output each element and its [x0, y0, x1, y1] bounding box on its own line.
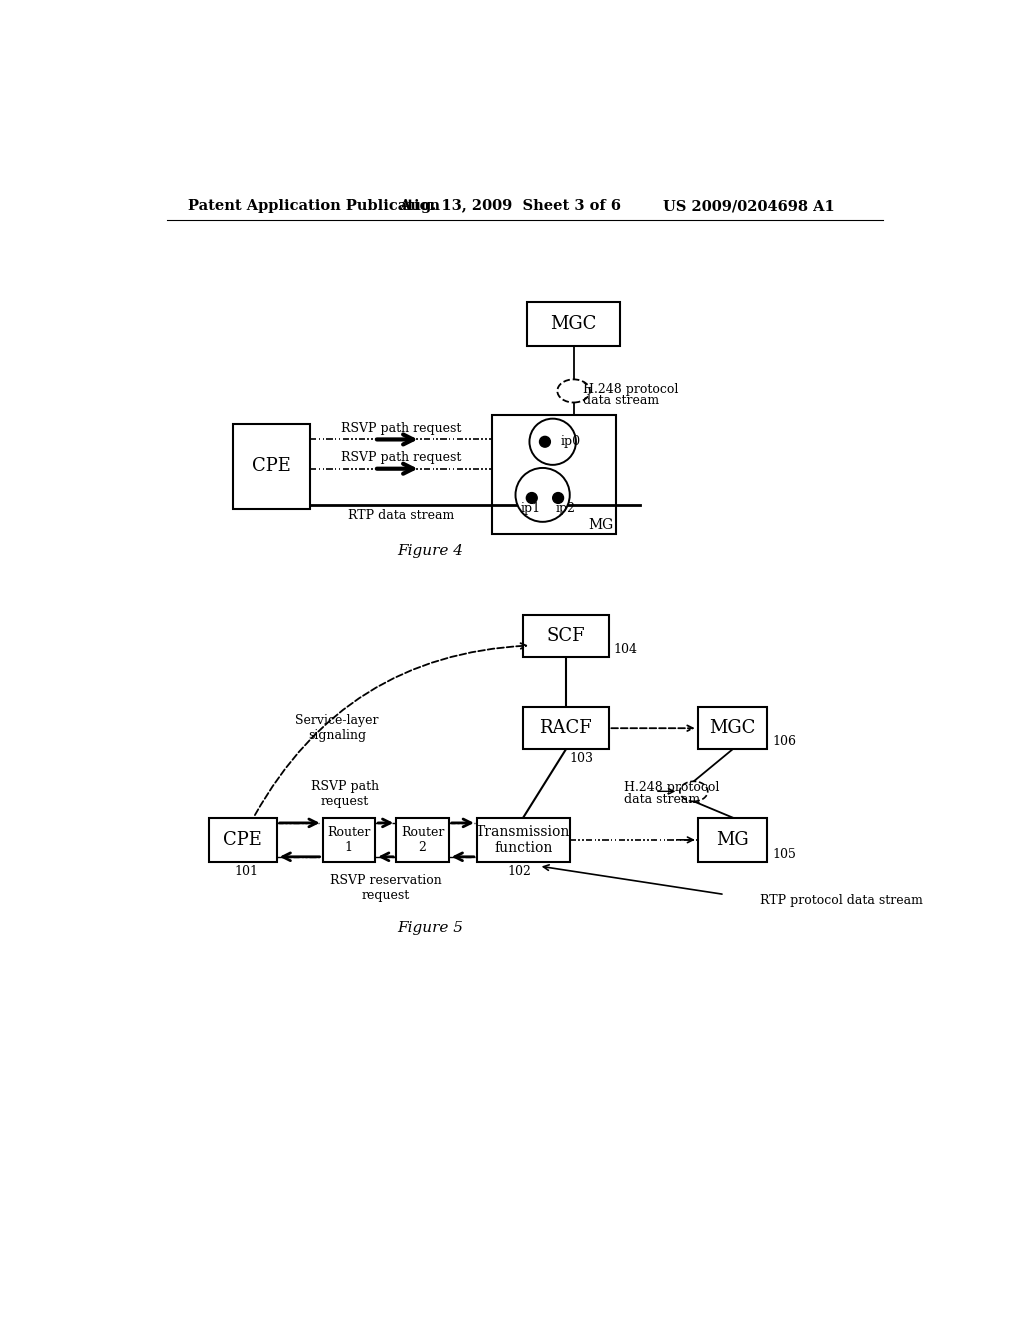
Text: RSVP reservation
request: RSVP reservation request — [330, 874, 441, 902]
Text: ip0: ip0 — [560, 436, 581, 449]
Text: data stream: data stream — [583, 395, 659, 408]
Text: MGC: MGC — [551, 315, 597, 333]
Text: Router
2: Router 2 — [400, 826, 444, 854]
Ellipse shape — [680, 781, 708, 801]
Circle shape — [526, 492, 538, 503]
Text: SCF: SCF — [547, 627, 585, 644]
Text: Figure 5: Figure 5 — [397, 921, 463, 936]
Text: Transmission
function: Transmission function — [476, 825, 570, 855]
Bar — [477, 817, 569, 862]
Bar — [697, 817, 767, 862]
Text: Figure 4: Figure 4 — [397, 544, 463, 558]
Text: CPE: CPE — [223, 830, 262, 849]
Text: 106: 106 — [772, 735, 796, 748]
Text: RSVP path request: RSVP path request — [341, 422, 462, 436]
Text: Router
1: Router 1 — [328, 826, 371, 854]
Text: MG: MG — [589, 517, 614, 532]
Circle shape — [553, 492, 563, 503]
Text: Aug. 13, 2009  Sheet 3 of 6: Aug. 13, 2009 Sheet 3 of 6 — [399, 199, 622, 213]
Text: RSVP path
request: RSVP path request — [311, 780, 379, 808]
Bar — [697, 708, 767, 750]
Text: 102: 102 — [508, 865, 531, 878]
Text: 105: 105 — [772, 847, 796, 861]
Text: 103: 103 — [569, 752, 594, 766]
Text: 104: 104 — [613, 643, 637, 656]
Bar — [323, 817, 375, 862]
Circle shape — [515, 469, 569, 521]
Text: RACF: RACF — [540, 719, 592, 737]
Text: Patent Application Publication: Patent Application Publication — [188, 199, 440, 213]
Circle shape — [529, 418, 575, 465]
Text: 101: 101 — [234, 865, 259, 878]
Bar — [493, 414, 616, 535]
Text: RTP protocol data stream: RTP protocol data stream — [760, 894, 923, 907]
Bar — [523, 708, 608, 750]
Bar — [527, 302, 621, 346]
Text: RSVP path request: RSVP path request — [341, 451, 462, 465]
Ellipse shape — [557, 379, 590, 403]
Bar — [523, 615, 608, 657]
Text: RTP data stream: RTP data stream — [348, 510, 455, 523]
Text: data stream: data stream — [624, 792, 700, 805]
Bar — [209, 817, 276, 862]
Text: ip1: ip1 — [520, 502, 541, 515]
Text: US 2009/0204698 A1: US 2009/0204698 A1 — [663, 199, 835, 213]
Text: CPE: CPE — [252, 458, 291, 475]
Circle shape — [540, 437, 550, 447]
Text: Service-layer
signaling: Service-layer signaling — [296, 714, 379, 742]
Text: MG: MG — [716, 830, 749, 849]
Bar — [232, 424, 310, 508]
Text: H.248 protocol: H.248 protocol — [583, 383, 678, 396]
Text: MGC: MGC — [710, 719, 756, 737]
Text: H.248 protocol: H.248 protocol — [624, 781, 720, 795]
Text: ip2: ip2 — [556, 502, 575, 515]
Bar — [396, 817, 449, 862]
